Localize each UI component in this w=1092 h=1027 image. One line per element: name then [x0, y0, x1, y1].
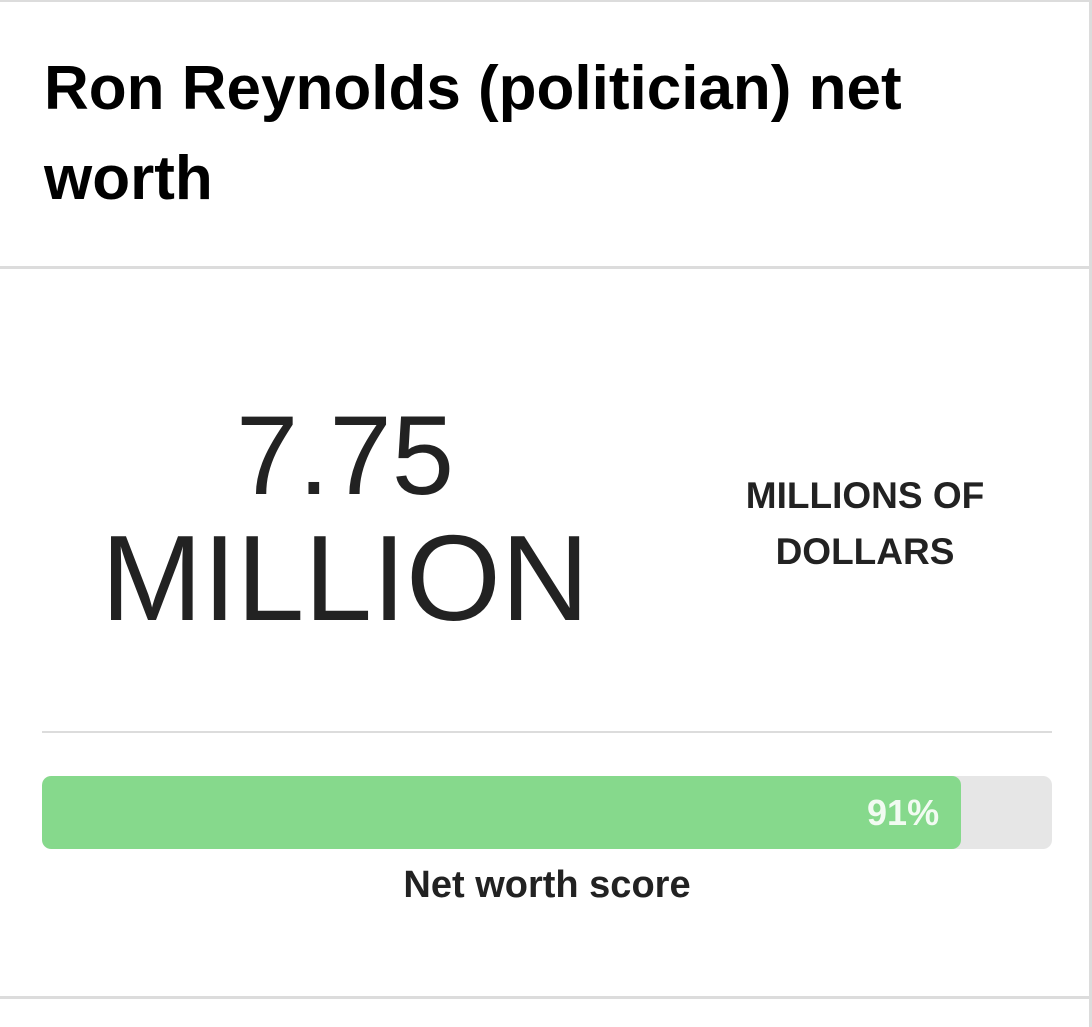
title: Ron Reynolds (politician) net worth	[44, 54, 902, 213]
net-worth-scale: MILLION	[100, 510, 590, 646]
score-caption: Net worth score	[403, 864, 691, 906]
right-border	[1089, 0, 1092, 1027]
score-bar: 91%	[42, 776, 962, 849]
top-border	[0, 0, 1092, 2]
net-worth-value: 7.75	[236, 393, 454, 518]
score-label: 91%	[867, 792, 940, 833]
bottom-border	[0, 996, 1092, 999]
net-worth-figure: 7.75 MILLION	[40, 393, 650, 646]
divider	[0, 266, 1092, 269]
unit-label: MILLIONS OF DOLLARS	[745, 475, 985, 572]
score-track: 91%	[42, 776, 1052, 849]
divider	[42, 731, 1052, 733]
